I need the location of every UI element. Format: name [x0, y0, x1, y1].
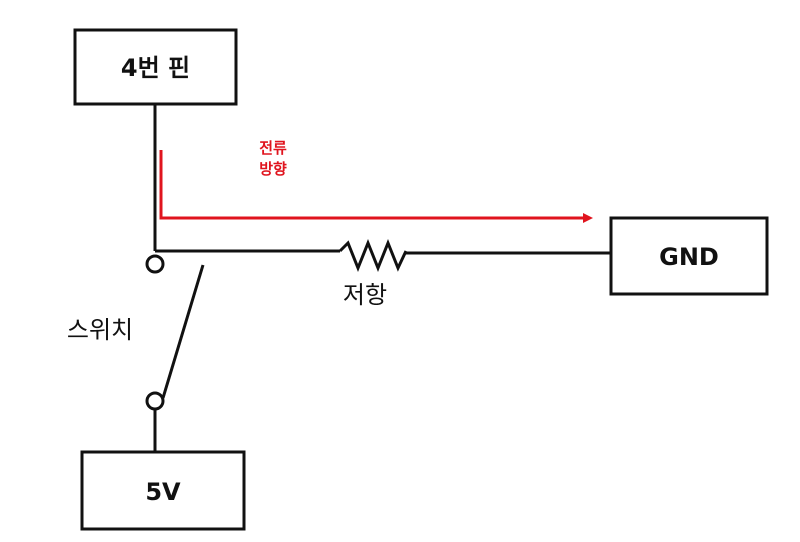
current-direction-arrow [159, 150, 593, 223]
gnd-box: GND [609, 216, 769, 296]
switch-lever [161, 264, 205, 399]
switch-upper-terminal [145, 254, 165, 274]
current-direction-label-line2: 방향 [259, 160, 287, 178]
switch-label: 스위치 [67, 316, 133, 344]
current-direction-label-line1: 전류 [259, 139, 287, 157]
pin-4-label: 4번 핀 [121, 54, 190, 82]
pin-4-box: 4번 핀 [73, 28, 238, 106]
switch-lower-terminal [145, 391, 165, 411]
resistor-label: 저항 [343, 281, 387, 309]
gnd-label: GND [659, 243, 719, 271]
resistor-symbol [338, 238, 408, 273]
supply-5v-label: 5V [145, 478, 181, 506]
supply-5v-box: 5V [80, 450, 246, 531]
